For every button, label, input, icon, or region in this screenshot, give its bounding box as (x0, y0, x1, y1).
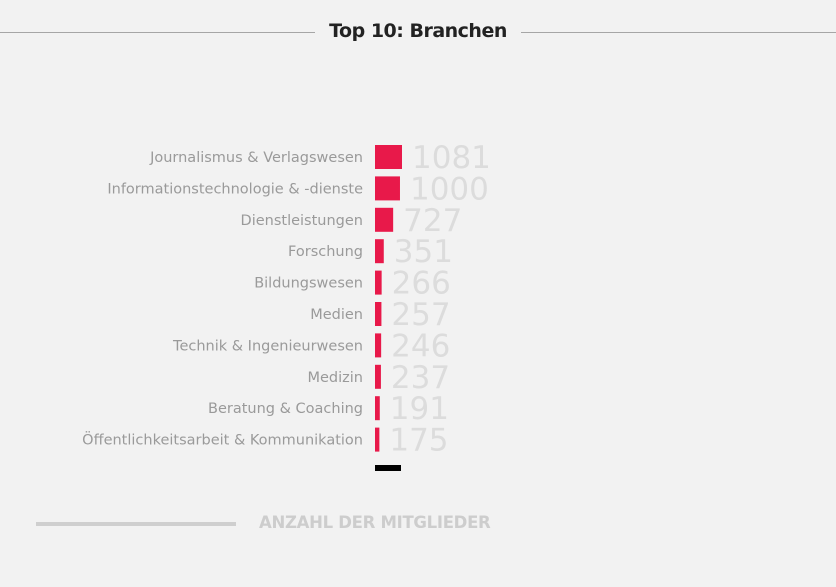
bar (375, 364, 381, 389)
bar (375, 333, 382, 358)
value-label: 727 (403, 203, 462, 239)
value-label: 175 (389, 423, 448, 459)
value-label: 351 (394, 234, 453, 270)
bar (375, 207, 394, 232)
baseline-marker (375, 465, 401, 471)
category-label: Öffentlichkeitsarbeit & Kommunikation (82, 431, 363, 449)
bar (375, 176, 400, 201)
category-label: Bildungswesen (254, 276, 363, 292)
category-label: Dienstleistungen (241, 213, 363, 229)
title-rule-right (516, 32, 836, 33)
title-rule-left (0, 32, 318, 33)
category-label: Forschung (288, 244, 363, 260)
chart-header: Top 10: Branchen (0, 18, 836, 46)
category-label: Medizin (308, 370, 364, 386)
value-label: 246 (391, 328, 450, 364)
bar (375, 396, 380, 421)
bar (375, 302, 382, 326)
legend-label: ANZAHL DER MITGLIEDER (259, 513, 491, 532)
value-label: 237 (391, 360, 450, 396)
value-label: 1081 (412, 140, 491, 176)
value-label: 257 (391, 297, 450, 333)
bar (375, 239, 384, 264)
bar (375, 270, 382, 295)
value-label: 1000 (410, 171, 489, 207)
chart-title: Top 10: Branchen (315, 20, 521, 42)
category-label: Beratung & Coaching (208, 401, 363, 417)
category-label: Informationstechnologie & -dienste (107, 181, 363, 197)
value-label: 266 (392, 266, 451, 302)
legend-line (36, 522, 236, 526)
bar (375, 427, 380, 452)
value-label: 191 (390, 391, 449, 427)
bar (375, 145, 402, 169)
category-label: Technik & Ingenieurwesen (172, 338, 363, 354)
category-label: Journalismus & Verlagswesen (149, 150, 363, 166)
category-label: Medien (310, 307, 363, 323)
